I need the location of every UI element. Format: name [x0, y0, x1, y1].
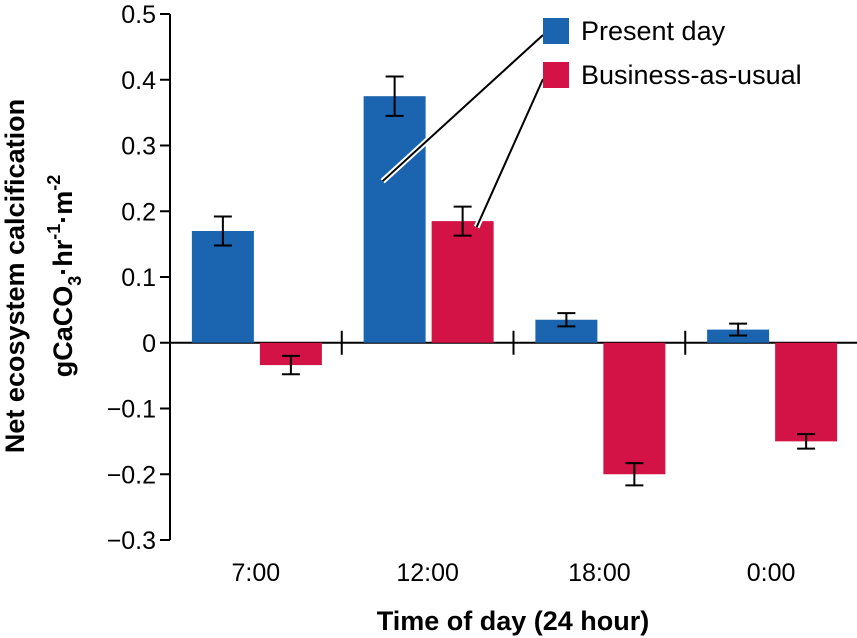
bar — [191, 230, 254, 343]
bar — [775, 342, 838, 442]
x-tick-label: 18:00 — [568, 559, 631, 587]
y-axis-unit-sub: 3 — [65, 276, 85, 286]
legend-swatch — [543, 18, 569, 44]
x-axis-title: Time of day (24 hour) — [377, 606, 650, 636]
legend-leader-line — [475, 78, 544, 228]
bar — [431, 221, 494, 343]
legend-leader-lines — [380, 32, 546, 229]
bar — [259, 342, 322, 366]
legend-leader-line — [381, 34, 544, 182]
y-axis-title-line-2: gCaCO3·hr-1·m-2 — [44, 175, 85, 378]
legend: Present day Business-as-usual — [543, 16, 802, 90]
y-axis-title-line-1: Net ecosystem calcification — [0, 99, 30, 453]
axes: 0.5 0.4 0.3 0.2 0.1 0 −0.1 −0.2 −0.3 7:00 12:00 18:… — [107, 1, 857, 587]
y-axis-unit-mid2: ·m — [48, 191, 78, 224]
x-tick-label: 7:00 — [232, 559, 281, 587]
y-tick-label: 0.4 — [121, 67, 156, 95]
y-tick-label: −0.3 — [107, 527, 156, 555]
y-tick-label: 0.1 — [121, 264, 156, 292]
y-tick-label: 0.5 — [121, 1, 156, 29]
error-bars — [213, 75, 816, 487]
x-tick-label: 0:00 — [747, 559, 796, 587]
y-tick-label: 0.3 — [121, 133, 156, 161]
y-tick-label: 0 — [142, 330, 156, 358]
bar — [603, 342, 666, 475]
y-tick-label: −0.2 — [107, 461, 156, 489]
y-axis-unit-base: gCaCO — [48, 286, 78, 378]
bar — [535, 319, 598, 343]
y-tick-label: 0.2 — [121, 198, 156, 226]
y-axis-unit-mid1: ·hr — [48, 239, 78, 275]
legend-label: Business-as-usual — [581, 60, 802, 90]
x-tick-label: 12:00 — [396, 559, 459, 587]
legend-label: Present day — [581, 16, 726, 46]
legend-swatch — [543, 62, 569, 88]
bar — [363, 96, 426, 343]
y-tick-label: −0.1 — [107, 396, 156, 424]
bars — [191, 96, 838, 475]
y-axis-unit-sup2: -2 — [44, 175, 64, 191]
y-axis-unit-sup1: -1 — [44, 224, 64, 240]
